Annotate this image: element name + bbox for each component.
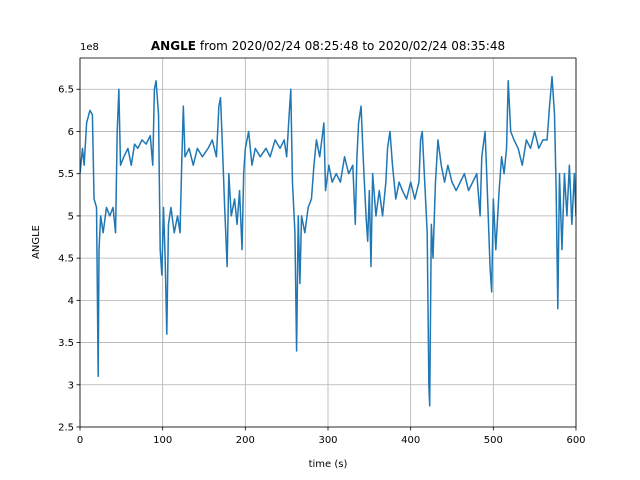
y-tick-label: 2.5 bbox=[58, 423, 74, 434]
title-text: from 2020/02/24 08:25:48 to 2020/02/24 0… bbox=[200, 39, 505, 53]
x-tick-label: 0 bbox=[77, 435, 83, 446]
y-tick-label: 3 bbox=[68, 380, 74, 391]
y-offset-label: 1e8 bbox=[80, 42, 99, 53]
title-bold: ANGLE bbox=[151, 39, 196, 53]
x-tick-label: 200 bbox=[236, 435, 255, 446]
y-axis-label: ANGLE bbox=[31, 225, 42, 259]
x-tick-label: 400 bbox=[401, 435, 420, 446]
x-tick-label: 500 bbox=[484, 435, 503, 446]
y-tick-label: 4.5 bbox=[58, 254, 74, 265]
data-line bbox=[80, 75, 576, 407]
y-tick-label: 3.5 bbox=[58, 338, 74, 349]
x-axis-label: time (s) bbox=[309, 459, 348, 470]
ticks: 0 100 200 300 400 500 600 2.5 3 3.5 4 4.5 5 5.5 6 6.5 bbox=[58, 85, 585, 446]
y-tick-label: 4 bbox=[68, 296, 74, 307]
chart-title: ANGLE from 2020/02/24 08:25:48 to 2020/02… bbox=[151, 39, 505, 53]
plot bbox=[80, 75, 576, 407]
y-tick-label: 6 bbox=[68, 127, 74, 138]
y-tick-label: 5 bbox=[68, 211, 74, 222]
x-tick-label: 300 bbox=[318, 435, 337, 446]
x-tick-label: 600 bbox=[566, 435, 585, 446]
x-tick-label: 100 bbox=[153, 435, 172, 446]
y-tick-label: 5.5 bbox=[58, 169, 74, 180]
y-tick-label: 6.5 bbox=[58, 85, 74, 96]
